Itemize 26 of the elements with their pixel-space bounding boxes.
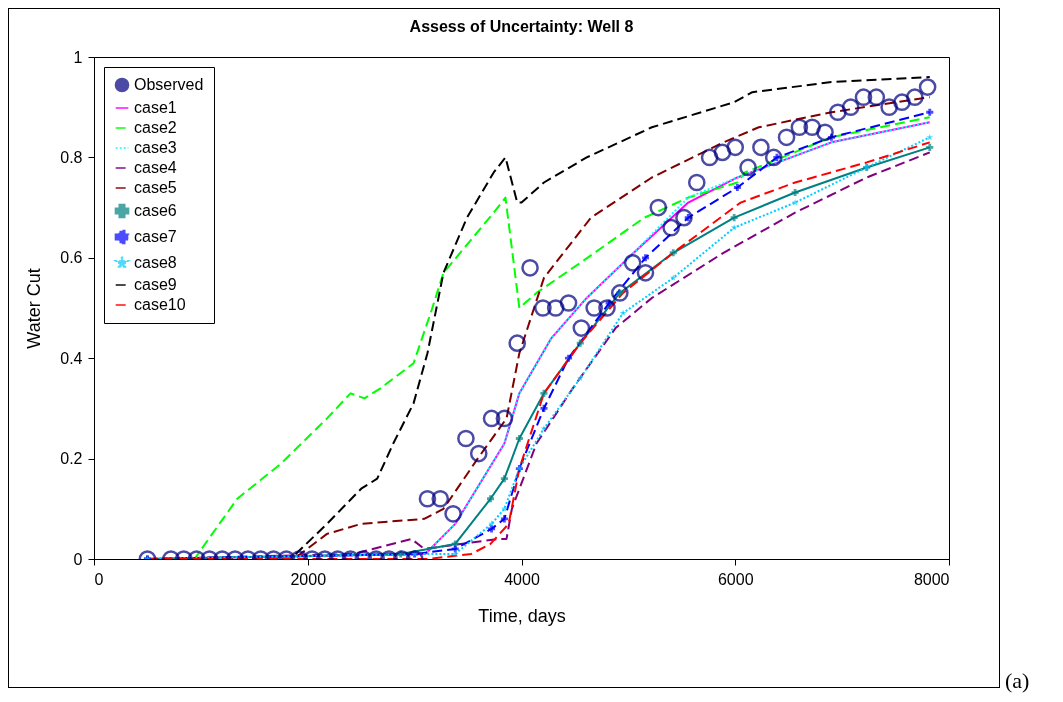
- y-tick-label: 0: [73, 550, 83, 568]
- legend-label: Observed: [134, 76, 204, 93]
- chart-title: Assess of Uncertainty: Well 8: [409, 18, 634, 35]
- y-tick-label: 0.6: [60, 249, 83, 267]
- y-axis-title: Water Cut: [24, 268, 45, 349]
- x-tick-label: 6000: [717, 570, 754, 588]
- legend-label: case7: [134, 228, 177, 245]
- legend-label: case8: [134, 254, 177, 271]
- y-tick-label: 1: [73, 48, 83, 66]
- legend-label: case3: [134, 139, 177, 156]
- legend-label: case4: [134, 159, 177, 176]
- legend-label: case9: [134, 276, 177, 293]
- legend-label: case1: [134, 99, 177, 116]
- legend-label: case10: [134, 296, 186, 313]
- y-tick-label: 0.4: [60, 349, 83, 367]
- text: (a): [1005, 668, 1030, 694]
- y-tick-label: 0.8: [60, 148, 83, 166]
- x-tick-label: 4000: [504, 570, 540, 588]
- legend-label: case6: [134, 202, 177, 219]
- x-tick-label: 0: [94, 570, 104, 588]
- legend-label: case2: [134, 119, 177, 136]
- x-tick-label: 8000: [913, 570, 950, 588]
- x-tick-label: 2000: [290, 570, 327, 588]
- y-tick-label: 0.2: [60, 450, 83, 468]
- x-axis-title: Time, days: [478, 605, 566, 626]
- legend-label: case5: [134, 179, 177, 196]
